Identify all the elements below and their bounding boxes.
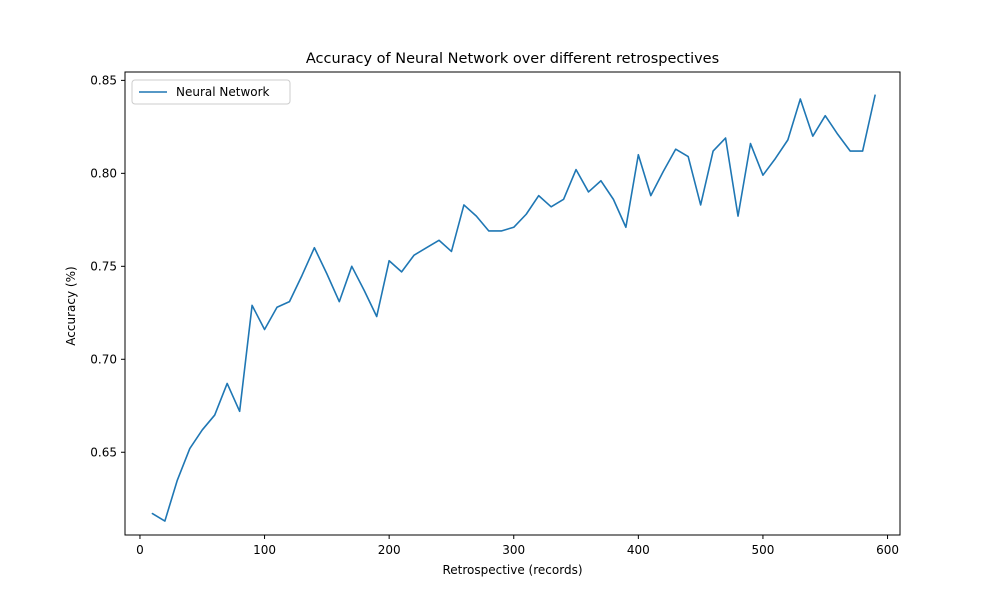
y-tick-label: 0.75 bbox=[90, 259, 117, 273]
legend: Neural Network bbox=[131, 79, 291, 105]
x-tick-label: 300 bbox=[502, 543, 525, 557]
axes-frame bbox=[124, 71, 901, 536]
x-tick-label: 200 bbox=[378, 543, 401, 557]
legend-label: Neural Network bbox=[176, 85, 270, 99]
legend-box bbox=[131, 79, 291, 105]
x-tick-label: 400 bbox=[627, 543, 650, 557]
plot-area: 0 100 200 300 400 500 600 0.65 0.70 0.75 0.80 0.85 bbox=[90, 71, 901, 557]
chart-title: Accuracy of Neural Network over differen… bbox=[306, 51, 719, 67]
x-tick-label: 500 bbox=[751, 543, 774, 557]
y-tick-label: 0.80 bbox=[90, 166, 117, 180]
series-line-neural-network bbox=[151, 94, 876, 522]
y-tick-label: 0.65 bbox=[90, 445, 117, 459]
x-tick-label: 0 bbox=[136, 543, 144, 557]
x-tick-label: 100 bbox=[253, 543, 276, 557]
y-tick-label: 0.70 bbox=[90, 352, 117, 366]
y-tick-label: 0.85 bbox=[90, 73, 117, 87]
x-tick-label: 600 bbox=[876, 543, 899, 557]
x-axis-label: Retrospective (records) bbox=[442, 563, 582, 577]
y-axis-label: Accuracy (%) bbox=[64, 266, 78, 345]
